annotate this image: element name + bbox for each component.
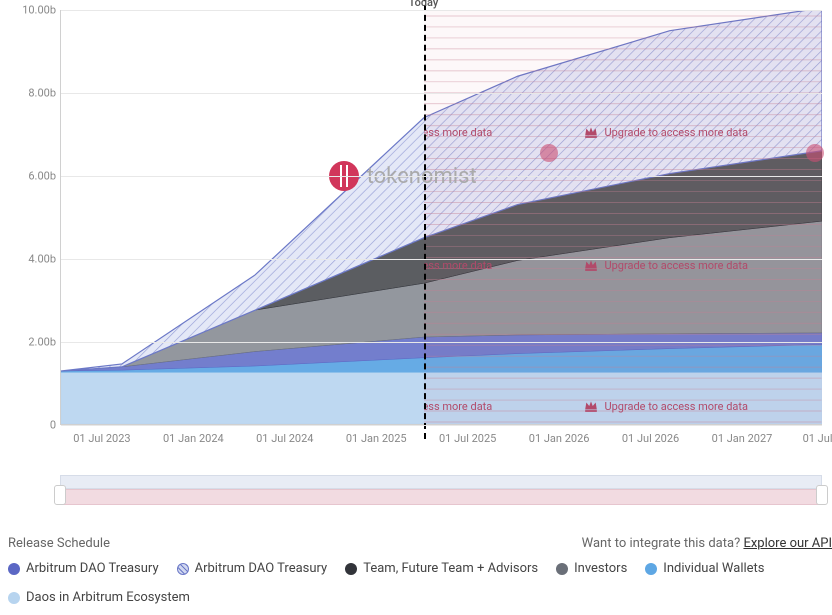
x-tick-label: 01 Jan 2025 [346,432,407,445]
legend-item[interactable]: Team, Future Team + Advisors [345,561,538,576]
locked-future-overlay [424,10,822,424]
upgrade-hint: Upgrade to access more data [584,259,748,272]
crown-icon [584,126,598,138]
x-tick-label: 01 Jul 2024 [256,432,313,445]
legend-swatch-icon [345,563,357,575]
crown-icon [584,259,598,271]
legend: Arbitrum DAO Treasury Arbitrum DAO Treasu… [8,561,832,605]
upgrade-hint: Upgrade to access more data [584,126,748,139]
legend-label: Team, Future Team + Advisors [363,561,538,576]
chart-container: 0 2.00b 4.00b 6.00b 8.00b 10.00b ess more dat… [0,0,832,470]
footer: Release Schedule Want to integrate this … [8,536,832,605]
brush-handle-left[interactable] [54,485,66,505]
legend-label: Arbitrum DAO Treasury [26,561,159,576]
x-tick-label: 01 Jan 2026 [529,432,590,445]
brush-handle-right[interactable] [816,485,828,505]
legend-item[interactable]: Arbitrum DAO Treasury [8,561,159,576]
upgrade-hint: ess more data [424,126,492,139]
legend-swatch-icon [556,563,568,575]
marker-dot-icon [540,144,558,162]
upgrade-hint: ess more data [424,400,492,413]
plot-area: ess more data Upgrade to access more data… [60,10,822,425]
upgrade-hint: Upgrade to access more data [584,400,748,413]
legend-swatch-icon [8,563,20,575]
integrate-cta: Want to integrate this data? Explore our… [582,536,832,551]
legend-label: Arbitrum DAO Treasury [195,561,328,576]
crown-icon [584,400,598,412]
y-tick-label: 0 [6,419,56,432]
explore-api-link[interactable]: Explore our API [743,536,832,551]
upgrade-hint: ess more data [424,259,492,272]
legend-item[interactable]: Individual Wallets [645,561,764,576]
x-tick-label: 01 Jul 2 [803,432,832,445]
y-tick-label: 6.00b [6,170,56,183]
y-tick-label: 2.00b [6,336,56,349]
x-tick-label: 01 Jul 2025 [439,432,496,445]
legend-item[interactable]: Investors [556,561,627,576]
y-tick-label: 10.00b [6,4,56,17]
legend-label: Individual Wallets [663,561,764,576]
brush-track-top [60,475,822,489]
legend-label: Daos in Arbitrum Ecosystem [26,590,190,605]
y-tick-label: 4.00b [6,253,56,266]
y-tick-label: 8.00b [6,87,56,100]
legend-item[interactable]: Arbitrum DAO Treasury [177,561,328,576]
legend-label: Investors [574,561,627,576]
x-tick-label: 01 Jan 2024 [163,432,224,445]
legend-swatch-icon [177,563,189,575]
today-marker-label: Today [409,0,439,9]
brush-track-bottom [60,489,822,505]
legend-item[interactable]: Daos in Arbitrum Ecosystem [8,590,190,605]
today-marker-line [424,0,426,439]
legend-swatch-icon [8,592,20,604]
time-brush[interactable] [60,475,822,505]
section-title: Release Schedule [8,536,110,551]
legend-swatch-icon [645,563,657,575]
x-tick-label: 01 Jan 2027 [712,432,773,445]
x-tick-label: 01 Jul 2026 [622,432,679,445]
x-tick-label: 01 Jul 2023 [73,432,130,445]
